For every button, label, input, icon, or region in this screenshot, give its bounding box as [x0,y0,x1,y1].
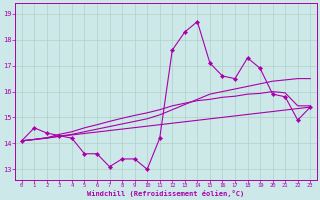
X-axis label: Windchill (Refroidissement éolien,°C): Windchill (Refroidissement éolien,°C) [87,190,244,197]
